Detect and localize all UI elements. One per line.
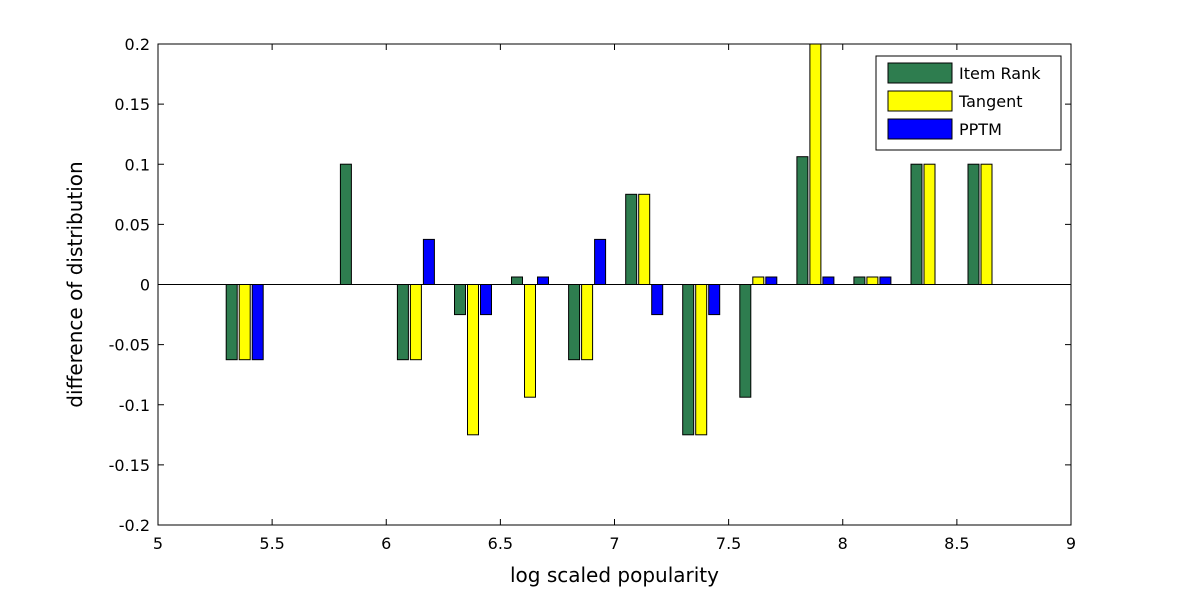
bar-item-rank-6 bbox=[625, 193, 638, 285]
bar-tangent-10 bbox=[866, 276, 879, 285]
bar-tangent-8 bbox=[752, 276, 765, 285]
bar-item-rank-11 bbox=[910, 163, 923, 285]
y-axis-label: difference of distribution bbox=[63, 161, 87, 407]
bar-tangent-0 bbox=[238, 284, 251, 361]
legend-label-pptm: PPTM bbox=[959, 120, 1002, 139]
bar-tangent-4 bbox=[524, 284, 536, 398]
x-axis-ticks: 5 5.5 6 6.5 7 7.5 8 8.5 9 bbox=[153, 44, 1076, 553]
bar-tangent-7 bbox=[695, 284, 708, 436]
y-tick-label: 0.05 bbox=[114, 215, 150, 234]
bar-pptm-9 bbox=[822, 276, 835, 285]
bar-tangent-6 bbox=[638, 193, 651, 285]
bar-tangent-2 bbox=[409, 284, 422, 361]
y-axis-ticks: -0.2 -0.15 -0.1 -0.05 0 0.05 0.1 0.15 0.2 bbox=[109, 35, 1071, 535]
x-tick-label: 8.5 bbox=[944, 534, 969, 553]
x-tick-label: 7 bbox=[609, 534, 619, 553]
bar-pptm-10 bbox=[879, 276, 892, 285]
y-tick-label: -0.2 bbox=[119, 516, 150, 535]
x-tick-label: 5.5 bbox=[259, 534, 284, 553]
x-tick-label: 7.5 bbox=[716, 534, 741, 553]
x-axis-label: log scaled popularity bbox=[510, 563, 719, 587]
x-tick-label: 9 bbox=[1066, 534, 1076, 553]
bar-item-rank-12 bbox=[967, 163, 980, 285]
bar-item-rank-4 bbox=[511, 276, 523, 285]
bar-pptm-8 bbox=[765, 276, 778, 285]
bar-item-rank-9 bbox=[796, 156, 809, 285]
y-tick-label: -0.15 bbox=[109, 456, 150, 475]
y-tick-label: 0.15 bbox=[114, 95, 150, 114]
bar-item-rank-10 bbox=[853, 276, 866, 285]
x-tick-label: 5 bbox=[153, 534, 163, 553]
y-tick-label: 0.1 bbox=[125, 155, 150, 174]
bar-item-rank-0 bbox=[225, 284, 238, 361]
bar-tangent-12 bbox=[980, 163, 993, 285]
bar-item-rank-1 bbox=[339, 163, 352, 285]
bar-pptm-2 bbox=[422, 238, 435, 285]
bar-pptm-7 bbox=[708, 284, 721, 316]
bar-item-rank-7 bbox=[682, 284, 695, 436]
bar-item-rank-3 bbox=[454, 284, 466, 316]
legend-swatch-item-rank bbox=[887, 62, 953, 84]
legend-label-tangent: Tangent bbox=[958, 92, 1022, 111]
bar-tangent-3 bbox=[467, 284, 479, 436]
legend: Item Rank Tangent PPTM bbox=[875, 55, 1062, 151]
bar-pptm-5 bbox=[594, 238, 607, 285]
bar-tangent-9 bbox=[809, 43, 822, 285]
y-tick-label: 0 bbox=[140, 276, 150, 295]
bar-tangent-5 bbox=[581, 284, 594, 361]
bar-tangent-11 bbox=[923, 163, 936, 285]
bar-pptm-0 bbox=[251, 284, 264, 361]
y-tick-label: -0.05 bbox=[109, 336, 150, 355]
bar-pptm-6 bbox=[651, 284, 664, 316]
bar-item-rank-8 bbox=[739, 284, 752, 398]
bar-pptm-3 bbox=[480, 284, 492, 316]
bar-item-rank-5 bbox=[568, 284, 581, 361]
bars-group bbox=[225, 43, 993, 436]
bar-pptm-4 bbox=[537, 276, 549, 285]
x-tick-label: 6.5 bbox=[488, 534, 513, 553]
legend-label-item-rank: Item Rank bbox=[959, 64, 1041, 83]
x-tick-label: 8 bbox=[838, 534, 848, 553]
bar-item-rank-2 bbox=[396, 284, 409, 361]
x-tick-label: 6 bbox=[381, 534, 391, 553]
legend-swatch-tangent bbox=[887, 90, 953, 112]
y-tick-label: -0.1 bbox=[119, 396, 150, 415]
legend-swatch-pptm bbox=[887, 118, 953, 140]
y-tick-label: 0.2 bbox=[125, 35, 150, 54]
